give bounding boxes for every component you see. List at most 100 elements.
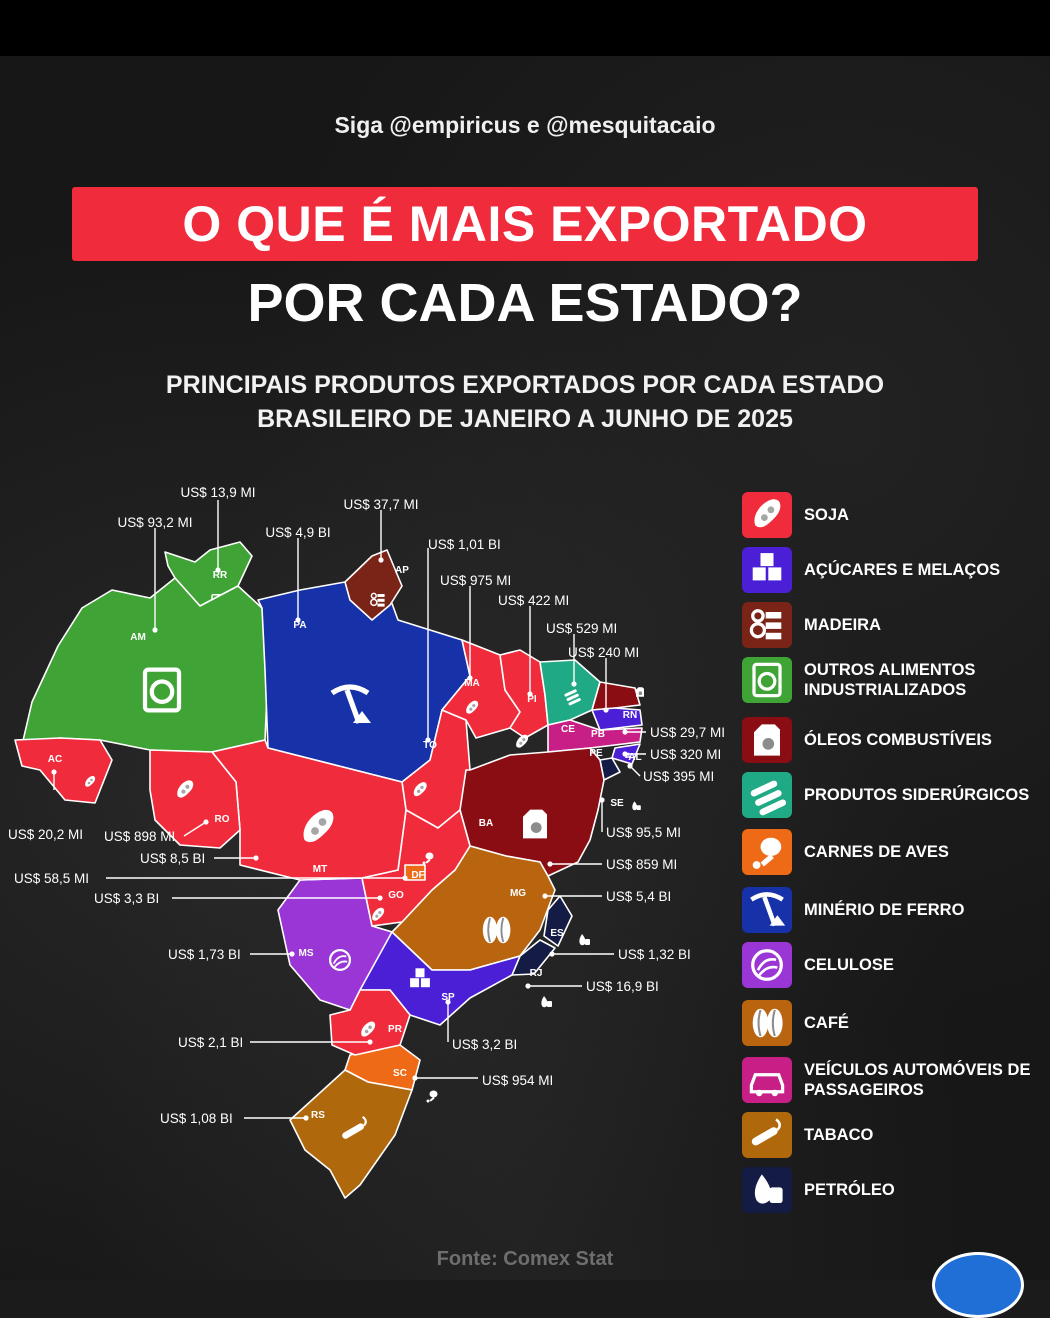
state-code-pr: PR [388,1024,403,1035]
leader-dot-ma [467,675,473,681]
leader-dot-pi [527,691,533,697]
legend-label-madeira: MADEIRA [804,616,881,634]
legend-item-oleos: ÓLEOS COMBUSTÍVEIS [742,717,1042,763]
leader-dot-ac [51,769,57,775]
state-code-es: ES [550,928,564,939]
state-pr-product-icon [361,1021,376,1037]
leader-dot-ro [203,819,209,825]
state-code-ms: MS [299,948,314,959]
state-code-se: SE [610,798,624,809]
state-code-sp: SP [441,992,455,1003]
state-value-rj: US$ 16,9 BI [586,979,659,994]
state-value-mg: US$ 5,4 BI [606,889,671,904]
state-ro [149,749,241,849]
legend-label-siderurgicos: PRODUTOS SIDERÚRGICOS [804,786,1030,804]
state-ba-product-icon [523,809,547,839]
leader-dot-ce [571,681,577,687]
state-ac-product-icon [85,775,96,787]
state-ro-product-icon [177,780,194,798]
leader-dot-al [627,763,633,769]
leader-dot-ap [378,557,384,563]
source-note: Fonte: Comex Stat [436,1248,614,1270]
state-rn [591,681,641,711]
state-ac [14,737,113,804]
leader-dot-mt [253,855,259,861]
state-code-rr: RR [213,570,228,581]
pulp-icon [742,942,792,988]
state-rn-product-icon [636,687,644,697]
legend-item-petroleo: PETRÓLEO [742,1167,1042,1213]
leader-dot-go [377,895,383,901]
state-value-to: US$ 1,01 BI [428,537,501,552]
state-code-al: AL [628,752,641,763]
state-code-mt: MT [313,864,327,875]
state-pb [591,707,643,731]
leader-dot-sp [445,999,451,1005]
state-ap [344,549,403,621]
leader-dot-am [152,627,158,633]
food-package-icon [742,657,792,703]
state-value-pb: US$ 29,7 MI [650,725,725,740]
state-code-rj: RJ [530,968,543,979]
legend-item-siderurgicos: PRODUTOS SIDERÚRGICOS [742,772,1042,818]
leader-dot-to [425,737,431,743]
leader-dot-pb [622,729,628,735]
legend-item-tabaco: TABACO [742,1112,1042,1158]
state-ms-product-icon [328,948,352,972]
state-value-sp: US$ 3,2 BI [452,1037,517,1052]
state-value-al: US$ 395 MI [643,769,714,784]
steel-pipes-icon [742,772,792,818]
legend-label-tabaco: TABACO [804,1126,874,1144]
legend-item-veiculos: VEÍCULOS AUTOMÓVEIS DE PASSAGEIROS [742,1057,1042,1103]
legend-item-minerio: MINÉRIO DE FERRO [742,887,1042,933]
legend-label-cafe: CAFÉ [804,1014,849,1032]
state-value-ba: US$ 859 MI [606,857,677,872]
oil-drop-icon [742,1167,792,1213]
subtitle: PRINCIPAIS PRODUTOS EXPORTADOS POR CADA … [120,368,930,436]
leader-dot-ms [289,951,295,957]
title-line-2: POR CADA ESTADO? [247,273,803,333]
state-am [21,577,269,753]
state-code-ap: AP [395,565,409,576]
state-code-pb: PB [591,729,605,740]
state-value-ce: US$ 529 MI [546,621,617,636]
legend-label-petroleo: PETRÓLEO [804,1181,895,1199]
subtitle-line-1: PRINCIPAIS PRODUTOS EXPORTADOS POR CADA … [165,371,885,399]
car-icon [742,1057,792,1103]
leader-dot-ba [547,861,553,867]
leader-dot-se [599,797,605,803]
state-code-pa: PA [293,620,306,631]
subtitle-line-2: BRASILEIRO DE JANEIRO A JUNHO DE 2025 [257,405,793,433]
legend-label-oleos: ÓLEOS COMBUSTÍVEIS [804,731,992,749]
state-ma-product-icon [466,700,479,714]
leader-dot-mg [542,893,548,899]
title-line-1: O QUE É MAIS EXPORTADO [72,187,978,261]
state-df [404,864,426,881]
fuel-can-icon [742,717,792,763]
state-value-pr: US$ 2,1 BI [178,1035,243,1050]
state-value-ms: US$ 1,73 BI [168,947,241,962]
legend-item-celulose: CELULOSE [742,942,1042,988]
sugar-cubes-icon [742,547,792,593]
leader-dot-pr [367,1039,373,1045]
chicken-leg-icon [742,829,792,875]
state-pa-product-icon [330,684,371,724]
state-value-pe: US$ 320 MI [650,747,721,762]
state-df-product-icon [422,852,434,865]
legend-label-veiculos: VEÍCULOS AUTOMÓVEIS DE PASSAGEIROS [804,1061,1031,1099]
state-value-pa: US$ 4,9 BI [265,525,330,540]
leader-dot-df [402,875,408,881]
leader-line-ro [183,821,207,837]
state-code-pi: PI [527,694,537,705]
state-code-to: TO [423,740,437,751]
state-value-es: US$ 1,32 BI [618,947,691,962]
state-rj-product-icon [541,996,552,1008]
state-mg-product-icon [482,916,511,944]
state-code-ce: CE [561,724,575,735]
state-value-rn: US$ 240 MI [568,645,639,660]
state-value-ma: US$ 975 MI [440,573,511,588]
legend-label-alimentos: OUTROS ALIMENTOS INDUSTRIALIZADOS [804,661,976,699]
state-value-ro: US$ 898 MI [104,829,175,844]
state-pi-product-icon [516,734,529,748]
state-code-am: AM [130,632,146,643]
